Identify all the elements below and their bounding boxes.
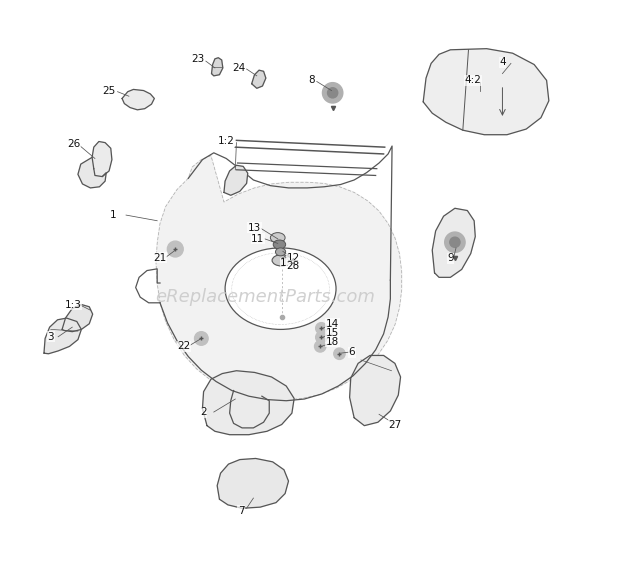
Polygon shape <box>156 156 402 400</box>
Ellipse shape <box>275 248 286 256</box>
Text: 22: 22 <box>178 341 191 351</box>
Text: 14: 14 <box>326 319 339 329</box>
Text: 26: 26 <box>67 139 80 149</box>
Polygon shape <box>224 165 248 195</box>
Polygon shape <box>78 157 106 188</box>
Polygon shape <box>92 142 112 177</box>
Circle shape <box>445 232 465 252</box>
Text: 1:4: 1:4 <box>280 258 297 268</box>
Text: 18: 18 <box>326 337 339 347</box>
Text: 15: 15 <box>326 328 339 338</box>
Polygon shape <box>203 371 294 435</box>
Circle shape <box>334 348 345 359</box>
Text: 11: 11 <box>251 234 265 244</box>
Circle shape <box>322 83 343 103</box>
Text: 25: 25 <box>102 85 115 96</box>
Circle shape <box>314 341 326 352</box>
Text: eReplacementParts.com: eReplacementParts.com <box>155 288 374 306</box>
Text: 1:2: 1:2 <box>218 136 234 147</box>
Circle shape <box>450 237 460 247</box>
Text: 23: 23 <box>192 54 205 64</box>
Text: 1: 1 <box>110 210 117 220</box>
Text: 21: 21 <box>153 252 167 263</box>
Polygon shape <box>432 208 476 277</box>
Polygon shape <box>122 89 154 110</box>
Ellipse shape <box>270 233 285 243</box>
Circle shape <box>316 323 327 334</box>
Ellipse shape <box>225 248 336 329</box>
Text: 3: 3 <box>48 332 54 342</box>
Text: 6: 6 <box>348 347 355 357</box>
Text: 1:3: 1:3 <box>65 299 82 310</box>
Circle shape <box>327 88 338 98</box>
Circle shape <box>316 332 327 343</box>
Polygon shape <box>62 305 92 332</box>
Circle shape <box>167 241 184 257</box>
Text: 27: 27 <box>388 419 402 430</box>
Polygon shape <box>217 458 288 508</box>
Text: 12: 12 <box>286 252 299 263</box>
Text: 8: 8 <box>308 75 314 85</box>
Text: 4:2: 4:2 <box>464 75 482 85</box>
Polygon shape <box>44 318 81 354</box>
Text: 13: 13 <box>248 222 261 233</box>
Polygon shape <box>423 49 549 135</box>
Ellipse shape <box>273 240 286 249</box>
Polygon shape <box>252 70 266 88</box>
Polygon shape <box>350 355 401 426</box>
Text: 4: 4 <box>499 57 506 67</box>
Circle shape <box>195 332 208 345</box>
Ellipse shape <box>272 255 291 266</box>
Text: 24: 24 <box>232 63 246 73</box>
Text: 2: 2 <box>200 407 207 417</box>
Polygon shape <box>211 58 223 76</box>
Text: 7: 7 <box>237 505 244 516</box>
Text: 9: 9 <box>447 253 454 263</box>
Text: 28: 28 <box>286 261 299 271</box>
